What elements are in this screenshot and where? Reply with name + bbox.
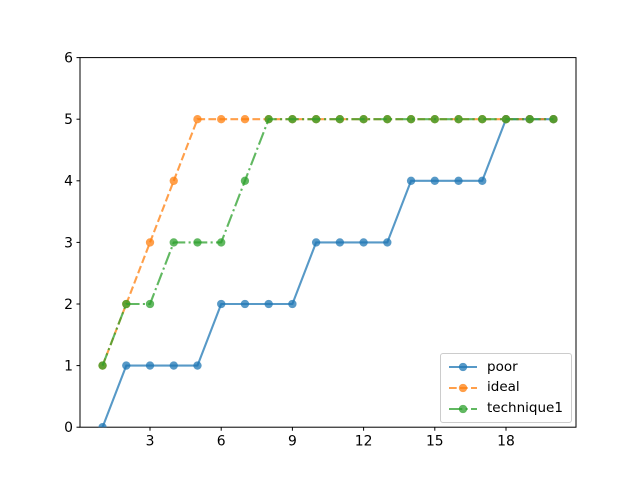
technique1-marker: [217, 238, 226, 247]
poor-marker: [264, 299, 273, 309]
technique1-marker: [335, 115, 345, 124]
poor-markers: [98, 115, 558, 428]
y-tick-label: 4: [64, 174, 73, 190]
technique1-marker: [193, 238, 202, 247]
technique1-marker: [359, 115, 368, 124]
legend-sample-solid-line: [449, 363, 477, 372]
poor-marker: [193, 361, 202, 370]
poor-marker: [454, 176, 463, 185]
technique1-marker: [406, 115, 416, 124]
poor-marker: [430, 176, 439, 185]
y-tick-label: 2: [64, 297, 73, 313]
technique1-marker: [311, 115, 321, 124]
x-tick-label: 9: [288, 434, 297, 450]
x-tick-label: 12: [355, 434, 373, 450]
technique1-marker: [264, 115, 273, 124]
poor-marker: [288, 299, 297, 309]
legend-item-poor: poor: [449, 357, 563, 378]
legend: poor ideal technique1: [440, 353, 572, 424]
legend-item-technique1: technique1: [449, 398, 563, 419]
y-tick-label: 0: [64, 420, 73, 436]
y-tick-label: 3: [64, 235, 73, 251]
technique1-marker: [525, 115, 534, 124]
legend-label: technique1: [487, 399, 563, 416]
technique1-marker: [169, 238, 178, 247]
ideal-marker: [193, 115, 202, 124]
poor-marker: [335, 238, 345, 247]
legend-sample-dashdot-line: [449, 404, 477, 413]
technique1-marker: [122, 299, 131, 309]
poor-marker: [311, 238, 321, 247]
x-tick-label: 18: [497, 434, 515, 450]
poor-marker: [359, 238, 368, 247]
technique1-marker: [288, 115, 297, 124]
poor-marker: [169, 361, 178, 370]
x-tick-label: 3: [146, 434, 155, 450]
ideal-marker: [145, 238, 155, 247]
poor-marker: [406, 176, 416, 185]
legend-item-ideal: ideal: [449, 378, 563, 399]
ideal-marker: [169, 176, 178, 185]
poor-marker: [478, 176, 487, 185]
technique1-marker: [240, 176, 250, 185]
poor-marker: [240, 299, 250, 309]
technique1-marker: [430, 115, 439, 124]
technique1-marker: [501, 115, 511, 124]
poor-marker: [217, 299, 226, 309]
ideal-marker: [217, 115, 226, 124]
technique1-markers: [98, 115, 558, 370]
technique1-marker: [549, 115, 558, 124]
technique1-marker: [478, 115, 487, 124]
legend-label: ideal: [487, 379, 520, 396]
x-tick-label: 15: [426, 434, 444, 450]
legend-label: poor: [487, 358, 518, 375]
poor-marker: [383, 238, 392, 247]
y-tick-label: 5: [64, 112, 73, 128]
y-tick-label: 6: [64, 51, 73, 67]
legend-sample-dashed-line: [449, 383, 477, 393]
y-tick-label: 1: [64, 359, 73, 375]
technique1-marker: [98, 361, 107, 370]
poor-marker: [98, 423, 107, 428]
x-tick-label: 6: [217, 434, 226, 450]
poor-marker: [145, 361, 155, 370]
poor-marker: [122, 361, 131, 370]
ideal-marker: [240, 115, 250, 124]
technique1-marker: [145, 299, 155, 309]
technique1-marker: [454, 115, 463, 124]
technique1-marker: [383, 115, 392, 124]
